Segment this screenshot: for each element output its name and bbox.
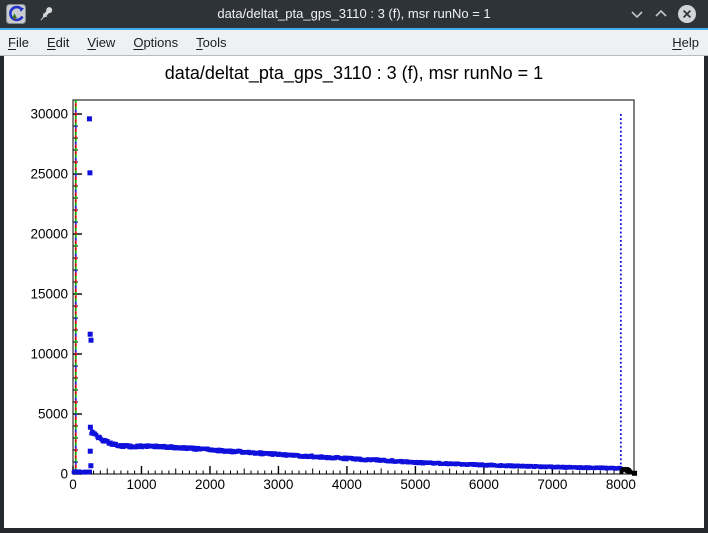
plot-frame (72, 99, 635, 475)
window-title: data/deltat_pta_gps_3110 : 3 (f), msr ru… (217, 6, 491, 21)
svg-text:6000: 6000 (469, 477, 499, 492)
root-canvas[interactable]: data/deltat_pta_gps_3110 : 3 (f), msr ru… (4, 56, 704, 528)
maximize-button[interactable] (651, 4, 671, 24)
svg-text:10000: 10000 (30, 347, 68, 362)
y-axis: 0 5000 10000 15000 20000 25000 30000 (30, 107, 82, 482)
pin-icon[interactable] (38, 5, 54, 23)
series-overflow-black (619, 467, 633, 474)
app-icon[interactable] (6, 4, 26, 24)
svg-text:15000: 15000 (30, 287, 68, 302)
svg-text:3000: 3000 (263, 477, 293, 492)
plot-title: data/deltat_pta_gps_3110 : 3 (f), msr ru… (164, 63, 544, 83)
menu-file[interactable]: File (8, 35, 29, 50)
svg-text:20000: 20000 (30, 227, 68, 242)
menu-options[interactable]: Options (133, 35, 179, 50)
menu-edit[interactable]: Edit (46, 35, 70, 50)
menu-tools[interactable]: Tools (196, 35, 227, 50)
svg-text:25000: 25000 (30, 167, 68, 182)
series-background-flat (71, 469, 93, 475)
close-button[interactable] (677, 4, 697, 24)
svg-text:0: 0 (60, 467, 68, 482)
titlebar: data/deltat_pta_gps_3110 : 3 (f), msr ru… (0, 0, 708, 28)
series-decay-band (89, 429, 623, 471)
menu-view[interactable]: View (87, 35, 116, 50)
svg-text:0: 0 (69, 477, 77, 492)
series-last-bin (632, 470, 638, 476)
svg-text:30000: 30000 (30, 107, 68, 122)
svg-text:4000: 4000 (332, 477, 362, 492)
svg-text:2000: 2000 (195, 477, 225, 492)
x-axis: 0 1000 2000 3000 4000 5000 6000 7000 8000 (69, 466, 636, 492)
svg-text:5000: 5000 (38, 407, 68, 422)
window-accent-line (0, 28, 708, 30)
series-t0-spike-outliers (86, 116, 94, 469)
menu-help[interactable]: Help (672, 35, 699, 50)
svg-text:8000: 8000 (606, 477, 636, 492)
svg-text:7000: 7000 (537, 477, 567, 492)
menubar: File Edit View Options Tools Help (0, 30, 708, 56)
svg-text:1000: 1000 (126, 477, 156, 492)
svg-text:5000: 5000 (400, 477, 430, 492)
histogram-plot[interactable]: 0 1000 2000 3000 4000 5000 6000 7000 8000 0 5000 10… (4, 56, 704, 528)
minimize-button[interactable] (627, 4, 647, 24)
last-good-bin-dotted-line (619, 114, 622, 473)
